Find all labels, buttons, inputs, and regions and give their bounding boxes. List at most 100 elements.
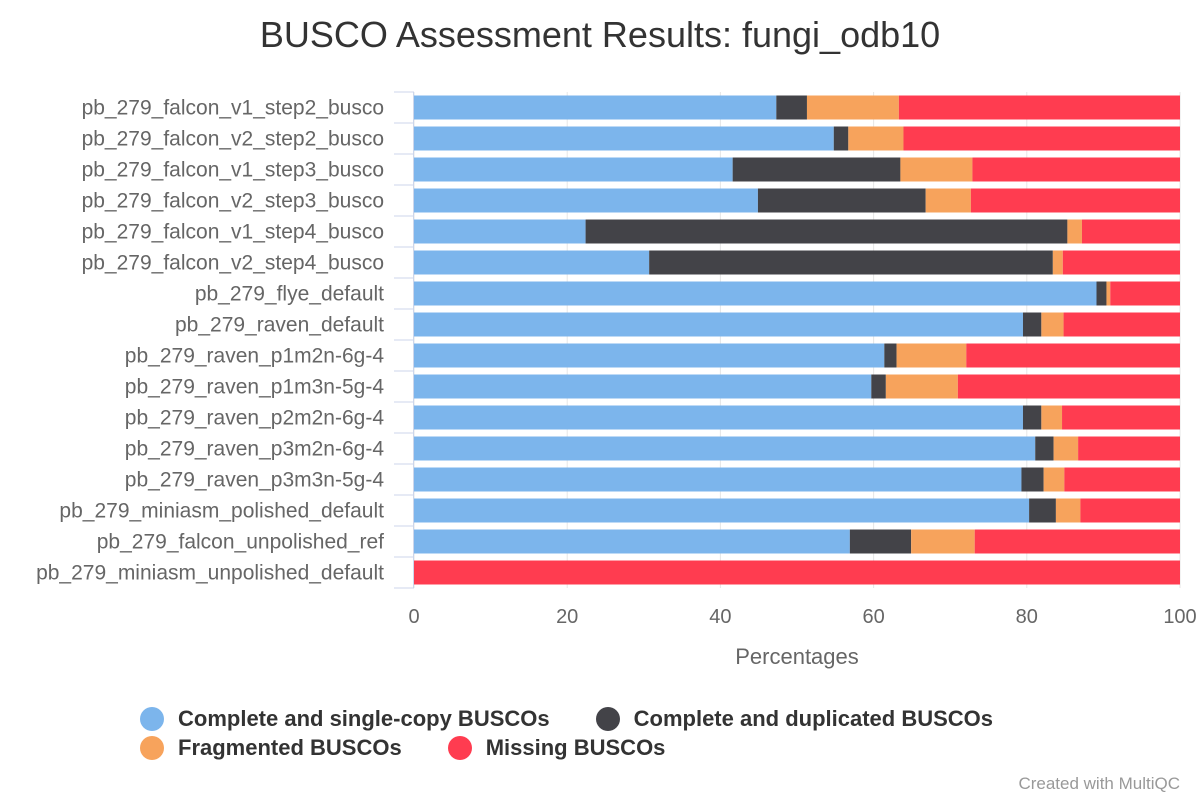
bar-segment[interactable] [1096, 281, 1107, 306]
bar-segment[interactable] [974, 529, 1180, 554]
bar-segment[interactable] [1080, 498, 1180, 523]
category-label: pb_279_raven_p3m2n-6g-4 [125, 438, 385, 461]
bar-segment[interactable] [900, 157, 973, 182]
category-label: pb_279_falcon_v1_step2_busco [82, 97, 384, 120]
bar-segment[interactable] [972, 157, 1180, 182]
bar-segment[interactable] [414, 95, 777, 120]
bar-segment[interactable] [1110, 281, 1180, 306]
legend-marker-icon [447, 735, 472, 760]
bar-segment[interactable] [1055, 498, 1081, 523]
bar-segment[interactable] [414, 157, 733, 182]
bar-segment[interactable] [1062, 250, 1180, 275]
bar-segment[interactable] [414, 312, 1023, 337]
category-label: pb_279_falcon_v2_step2_busco [82, 128, 384, 151]
chart-title: BUSCO Assessment Results: fungi_odb10 [259, 14, 941, 55]
bar-segment[interactable] [806, 95, 899, 120]
category-label: pb_279_falcon_v1_step4_busco [82, 221, 384, 244]
legend-row: Fragmented BUSCOs Missing BUSCOs [140, 733, 1120, 762]
bar-segment[interactable] [1053, 436, 1079, 461]
legend-item-duplicated[interactable]: Complete and duplicated BUSCOs [595, 705, 994, 732]
bar-segment[interactable] [414, 188, 758, 213]
bar-segment[interactable] [414, 529, 850, 554]
bar-segment[interactable] [898, 95, 1180, 120]
bar-segment[interactable] [1078, 436, 1180, 461]
legend-label: Complete and single-copy BUSCOs [178, 705, 550, 731]
bar-segment[interactable] [1064, 467, 1180, 492]
bar-segment[interactable] [776, 95, 807, 120]
bar-segment[interactable] [414, 126, 834, 151]
bar-segment[interactable] [1081, 219, 1180, 244]
bar-segment[interactable] [649, 250, 1053, 275]
bars [414, 95, 1180, 585]
legend: Complete and single-copy BUSCOs Complete… [140, 704, 1120, 762]
bar-segment[interactable] [903, 126, 1180, 151]
bar-segment[interactable] [957, 374, 1180, 399]
bar-segment[interactable] [1029, 498, 1056, 523]
bar-segment[interactable] [911, 529, 975, 554]
bar-segment[interactable] [732, 157, 901, 182]
legend-item-missing[interactable]: Missing BUSCOs [447, 735, 665, 761]
bar-segment[interactable] [885, 374, 958, 399]
x-tick-labels: 0 20 40 60 80 100 [408, 606, 1196, 628]
legend-marker-icon [595, 706, 620, 731]
bar-segment[interactable] [757, 188, 926, 213]
category-label: pb_279_raven_p3m3n-5g-4 [125, 469, 385, 492]
category-labels: pb_279_falcon_v1_step2_busco pb_279_falco… [36, 97, 384, 585]
category-label: pb_279_raven_p2m2n-6g-4 [125, 407, 385, 430]
bar-segment[interactable] [585, 219, 1068, 244]
x-tick-label: 0 [408, 606, 419, 628]
x-tick-label: 60 [862, 606, 884, 628]
bar-segment[interactable] [1052, 250, 1063, 275]
legend-label: Complete and duplicated BUSCOs [633, 705, 994, 731]
legend-item-single-copy[interactable]: Complete and single-copy BUSCOs [140, 706, 550, 732]
bar-segment[interactable] [1067, 219, 1082, 244]
legend-marker-icon [140, 706, 164, 731]
bar-segment[interactable] [414, 250, 650, 275]
category-label: pb_279_raven_p1m3n-5g-4 [125, 376, 385, 399]
bar-segment[interactable] [896, 343, 967, 368]
bar-segment[interactable] [1041, 312, 1064, 337]
bar-segment[interactable] [1063, 312, 1180, 337]
bar-segment[interactable] [871, 374, 886, 399]
bar-segment[interactable] [414, 281, 1097, 306]
bar-segment[interactable] [970, 188, 1180, 213]
bar-segment[interactable] [1062, 405, 1180, 430]
x-tick-label: 40 [709, 606, 731, 628]
bar-segment[interactable] [849, 529, 912, 554]
bar-segment[interactable] [1022, 405, 1042, 430]
x-tick-label: 100 [1163, 606, 1196, 628]
legend-row: Complete and single-copy BUSCOs Complete… [140, 704, 1120, 733]
bar-segment[interactable] [414, 374, 872, 399]
bar-segment[interactable] [414, 219, 586, 244]
bar-segment[interactable] [833, 126, 849, 151]
bar-segment[interactable] [414, 436, 1036, 461]
category-label: pb_279_miniasm_polished_default [59, 500, 384, 523]
bar-segment[interactable] [414, 467, 1022, 492]
bar-segment[interactable] [414, 405, 1023, 430]
bar-segment[interactable] [1021, 467, 1044, 492]
category-label: pb_279_falcon_unpolished_ref [97, 531, 384, 554]
multiqc-credit-link[interactable]: Created with MultiQC [1018, 774, 1180, 793]
bar-segment[interactable] [925, 188, 971, 213]
bar-segment[interactable] [414, 343, 885, 368]
category-label: pb_279_flye_default [195, 283, 384, 306]
bar-segment[interactable] [414, 560, 1180, 585]
category-label: pb_279_falcon_v2_step4_busco [82, 252, 384, 275]
bar-segment[interactable] [1022, 312, 1042, 337]
bar-segment[interactable] [1035, 436, 1054, 461]
category-label: pb_279_raven_default [175, 314, 384, 337]
bar-segment[interactable] [884, 343, 897, 368]
bar-segment[interactable] [966, 343, 1180, 368]
x-axis-title: Percentages [735, 644, 859, 669]
bar-segment[interactable] [1041, 405, 1063, 430]
bar-segment[interactable] [1106, 281, 1111, 306]
axes [394, 91, 414, 589]
legend-marker-icon [140, 735, 164, 760]
bar-segment[interactable] [1043, 467, 1065, 492]
legend-item-fragmented[interactable]: Fragmented BUSCOs [140, 735, 402, 761]
bar-segment[interactable] [414, 498, 1030, 523]
bar-segment[interactable] [848, 126, 904, 151]
category-label: pb_279_falcon_v2_step3_busco [82, 190, 384, 213]
legend-label: Fragmented BUSCOs [178, 734, 402, 760]
